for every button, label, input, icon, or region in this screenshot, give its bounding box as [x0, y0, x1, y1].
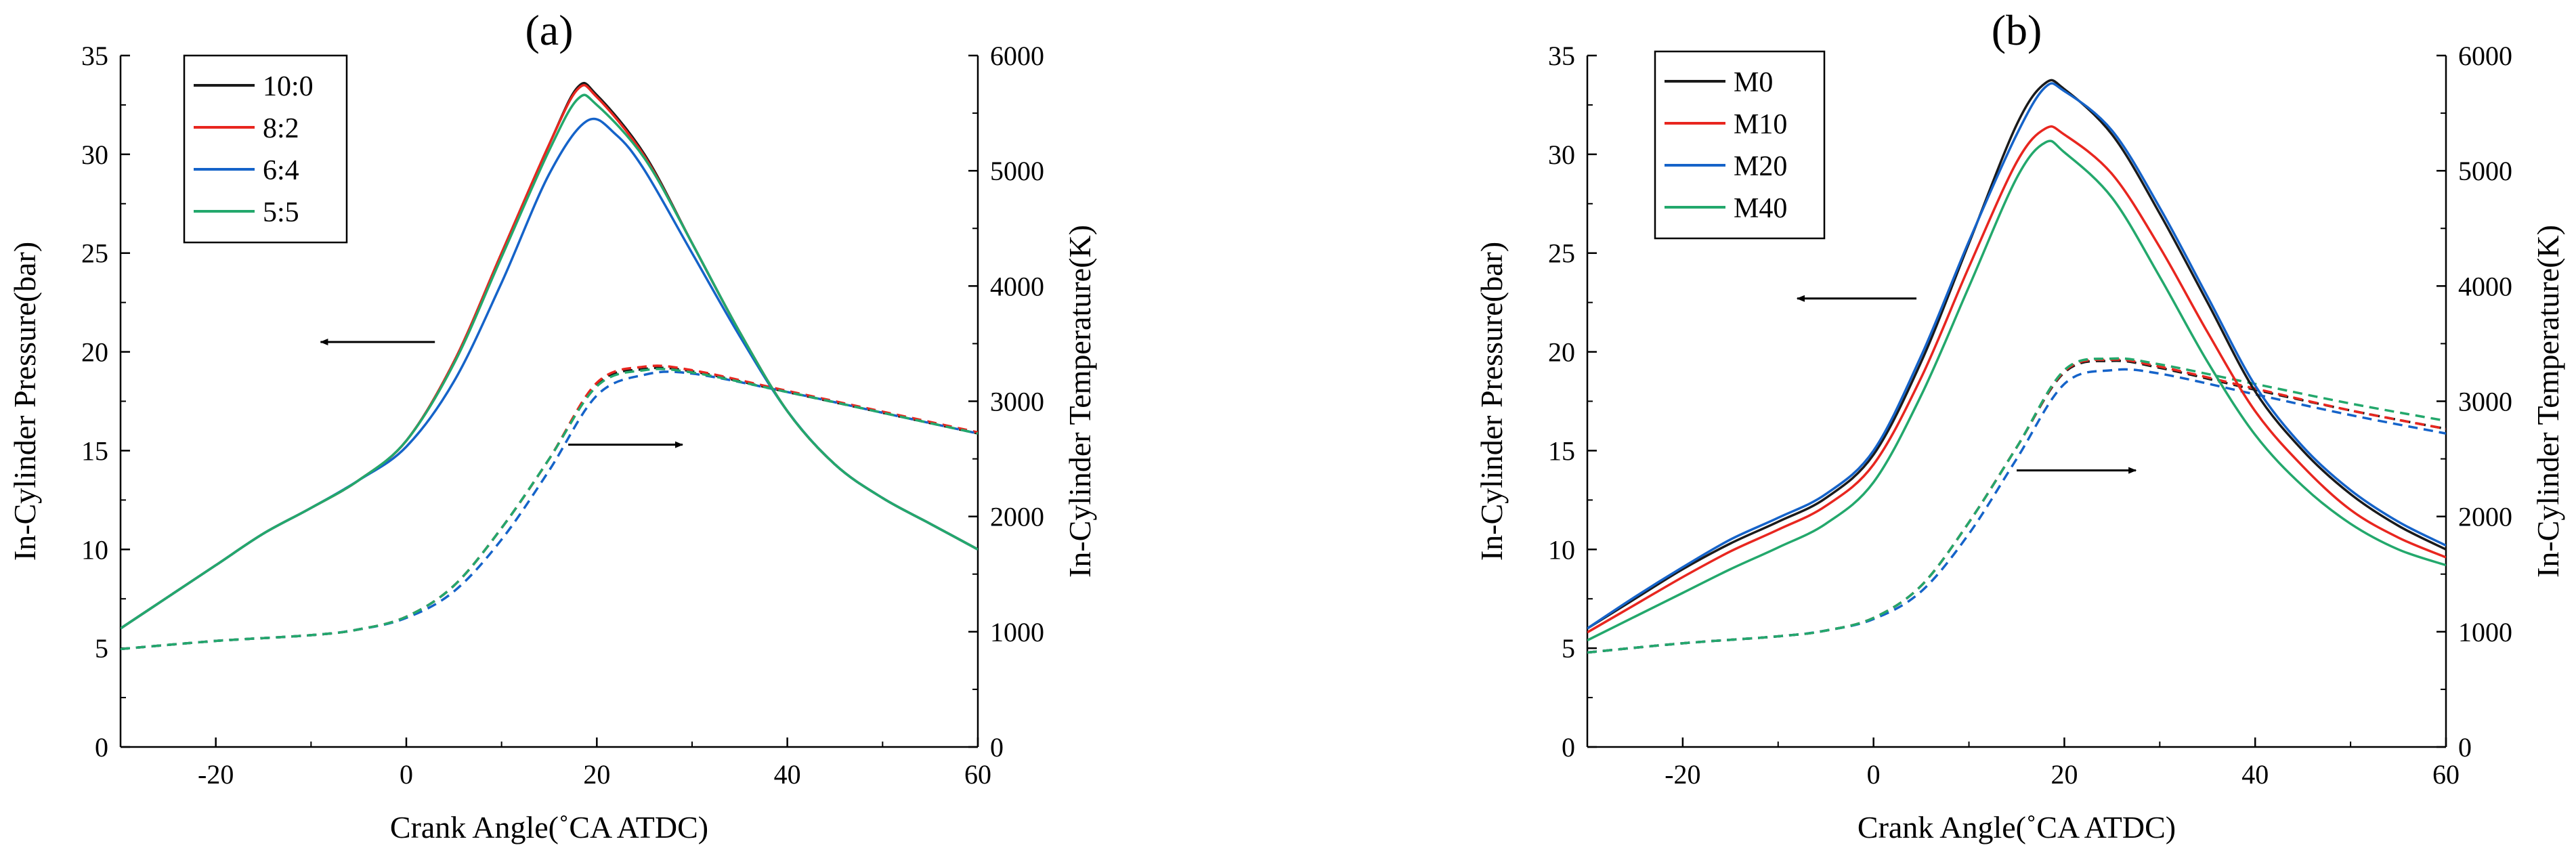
- legend-label: M40: [1734, 193, 1787, 224]
- y-tick-label: 5: [1562, 633, 1575, 664]
- legend-label: M10: [1734, 109, 1787, 140]
- chart-panel-a: 0 5 10 15 20 25 30 35 0 1000 2000 3000 4000 5000 6000 -…: [7, 6, 1097, 844]
- y-tick-label: 25: [1548, 238, 1575, 269]
- y2-tick-label: 6000: [2458, 41, 2512, 71]
- pressure-line-M10: [1587, 125, 2446, 634]
- y2-tick-label: 1000: [990, 617, 1044, 647]
- legend-label: 5:5: [263, 197, 299, 228]
- pressure-line-M0: [1587, 79, 2446, 630]
- temperature-line-5-5: [121, 368, 978, 651]
- x-tick-label: -20: [1665, 759, 1700, 790]
- x-tick-label: 0: [400, 759, 413, 790]
- y2-tick-label: 4000: [2458, 271, 2512, 301]
- y-tick-label: 10: [81, 534, 108, 565]
- y-axis-title: In-Cylinder Pressure(bar): [7, 242, 42, 561]
- x-tick-label: 40: [2241, 759, 2269, 790]
- x-axis-title: Crank Angle(˚CA ATDC): [390, 810, 708, 844]
- legend-label: M0: [1734, 67, 1773, 98]
- y-tick-label: 0: [1562, 732, 1575, 763]
- y2-tick-label: 3000: [2458, 387, 2512, 417]
- y-tick-label: 15: [81, 435, 108, 466]
- plot-area: [121, 81, 978, 651]
- y-tick-label: 20: [81, 337, 108, 368]
- y-tick-label: 0: [95, 732, 108, 763]
- legend-label: 8:2: [263, 113, 299, 144]
- y-axis-title: In-Cylinder Pressure(bar): [1474, 242, 1509, 561]
- y2-tick-label: 1000: [2458, 617, 2512, 647]
- x-tick-label: 60: [964, 759, 991, 790]
- pressure-line-M40: [1587, 140, 2446, 642]
- y2-tick-label: 5000: [990, 156, 1044, 186]
- y2-axis-title: In-Cylinder Temperature(K): [2531, 225, 2565, 578]
- y-tick-label: 30: [81, 140, 108, 170]
- y2-tick-label: 6000: [990, 41, 1044, 71]
- x-tick-label: 40: [774, 759, 801, 790]
- temperature-line-10-0: [121, 366, 978, 651]
- x-tick-label: -20: [198, 759, 234, 790]
- pressure-line-M20: [1587, 82, 2446, 630]
- legend-label: 10:0: [263, 71, 314, 102]
- y-tick-label: 35: [81, 41, 108, 71]
- y2-tick-label: 3000: [990, 387, 1044, 417]
- panel-label: (b): [1992, 6, 2042, 54]
- temperature-line-M20: [1587, 368, 2446, 654]
- temperature-line-M10: [1587, 358, 2446, 654]
- x-tick-label: 20: [2051, 759, 2078, 790]
- plot-area: [1587, 79, 2446, 654]
- y2-tick-label: 2000: [2458, 502, 2512, 532]
- legend: M0 M10 M20 M40: [1654, 50, 1826, 240]
- y-tick-label: 30: [1548, 140, 1575, 170]
- temperature-line-M0: [1587, 359, 2446, 654]
- y2-tick-label: 4000: [990, 271, 1044, 301]
- x-tick-label: 60: [2432, 759, 2460, 790]
- x-tick-label: 0: [1867, 759, 1881, 790]
- panel-label: (a): [525, 6, 573, 54]
- y2-tick-label: 2000: [990, 502, 1044, 532]
- y2-axis-title: In-Cylinder Temperature(K): [1062, 225, 1097, 578]
- y-tick-label: 5: [95, 633, 108, 664]
- temperature-line-6-4: [121, 370, 978, 651]
- y2-tick-label: 0: [990, 732, 1004, 763]
- legend-label: 6:4: [263, 155, 299, 186]
- y-tick-label: 20: [1548, 337, 1575, 368]
- y-tick-label: 35: [1548, 41, 1575, 71]
- temperature-line-8-2: [121, 364, 978, 651]
- y2-tick-label: 5000: [2458, 156, 2512, 186]
- y-tick-label: 25: [81, 238, 108, 269]
- y-tick-label: 10: [1548, 534, 1575, 565]
- x-tick-label: 20: [583, 759, 610, 790]
- chart-panel-b: 0 5 10 15 20 25 30 35 0 1000 2000 3000 4000 5000 6000 -…: [1474, 6, 2565, 844]
- x-axis-title: Crank Angle(˚CA ATDC): [1858, 810, 2176, 844]
- legend-label: M20: [1734, 151, 1787, 182]
- y2-tick-label: 0: [2458, 732, 2472, 763]
- legend: 10:0 8:2 6:4 5:5: [183, 54, 348, 244]
- pressure-line-5-5: [121, 93, 978, 630]
- y-tick-label: 15: [1548, 435, 1575, 466]
